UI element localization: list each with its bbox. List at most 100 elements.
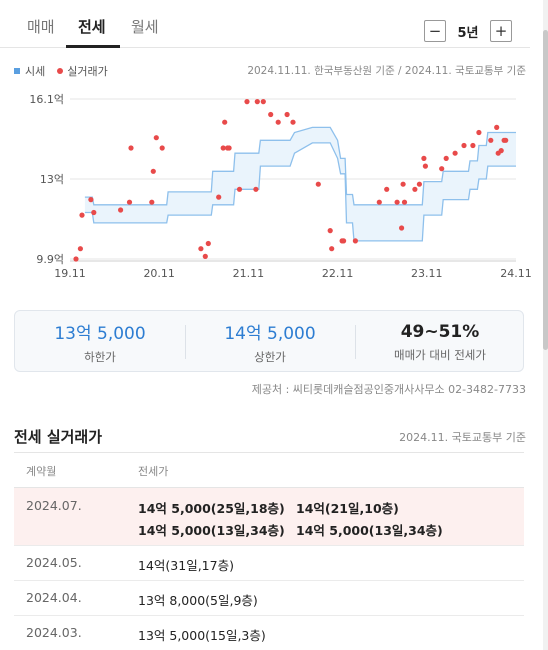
x-tick-label: 21.11 — [233, 267, 265, 280]
deal-point — [498, 148, 504, 154]
table-header: 계약월 전세가 — [14, 452, 524, 488]
deal-point — [244, 99, 250, 105]
market-lower-line — [84, 142, 516, 242]
summary-jeonse-ratio: 49~51% 매매가 대비 전세가 — [355, 311, 525, 373]
contract-month: 2024.07. — [26, 498, 82, 513]
deal-point — [384, 186, 390, 192]
x-tick-label: 19.11 — [54, 267, 86, 280]
deal-point — [236, 186, 243, 192]
column-header-jeonse-price: 전세가 — [138, 465, 169, 478]
market-upper-line — [84, 126, 516, 206]
deal-point — [128, 145, 134, 151]
section-title: 전세 실거래가 — [14, 428, 103, 446]
deal-entry: 14억 5,000(13일,34층) — [296, 523, 443, 538]
deal-point — [216, 194, 222, 200]
contract-month: 2024.04. — [26, 590, 82, 605]
upper-price-value: 14억 5,000 — [224, 324, 316, 344]
y-tick-label: 13억 — [40, 173, 64, 186]
deal-point — [220, 145, 226, 151]
table-row: 2024.05. 14억(31일,17층) — [14, 546, 524, 581]
deal-point — [126, 199, 133, 205]
deal-point — [399, 225, 405, 231]
upper-price-label: 상한가 — [254, 350, 286, 364]
scrollbar-thumb[interactable] — [543, 30, 548, 350]
tab-monthly-rent[interactable]: 월세 — [131, 18, 159, 36]
deal-point — [394, 199, 400, 205]
table-row: 2024.07. 14억 5,000(25일,18층) 14억(21일,10층)… — [14, 488, 524, 546]
deal-point — [327, 228, 333, 234]
deal-point — [91, 209, 97, 216]
deal-point — [226, 145, 232, 151]
deal-point — [198, 246, 204, 252]
deal-entry: 13억 5,000(15일,3층) — [138, 628, 266, 643]
price-summary-box: 13억 5,000 하한가 14억 5,000 상한가 49~51% 매매가 대… — [14, 310, 524, 372]
deal-point — [118, 207, 124, 213]
deal-point — [341, 238, 347, 244]
deal-entry: 13억 8,000(5일,9층) — [138, 593, 258, 608]
lower-price-value: 13억 5,000 — [54, 324, 146, 344]
jeonse-ratio-label: 매매가 대비 전세가 — [394, 347, 486, 362]
x-tick-label: 20.11 — [143, 267, 175, 280]
deal-point — [150, 168, 156, 174]
deal-point — [412, 186, 418, 192]
deal-point — [470, 142, 476, 149]
table-row: 2024.04. 13억 8,000(5일,9층) — [14, 581, 524, 616]
legend-deal-price: 실거래가 — [67, 65, 108, 78]
deal-entry: 14억 5,000(13일,34층) — [138, 523, 285, 538]
period-label: 5년 — [457, 25, 479, 41]
active-tab-indicator — [66, 45, 120, 48]
deal-point — [416, 181, 422, 187]
deal-entry: 14억(21일,10층) — [296, 501, 399, 516]
scrollbar-track[interactable] — [543, 0, 548, 650]
deal-point — [268, 111, 274, 118]
deal-point — [77, 246, 83, 252]
deal-point — [443, 155, 449, 161]
deal-point — [88, 197, 94, 203]
deal-point — [376, 199, 382, 205]
period-increase-button[interactable]: + — [490, 20, 512, 42]
deal-point — [488, 137, 494, 143]
market-price-band — [84, 127, 517, 241]
deal-point — [503, 137, 509, 143]
tab-jeonse[interactable]: 전세 — [78, 18, 106, 36]
deal-point — [476, 129, 482, 136]
tab-sale[interactable]: 매매 — [27, 18, 55, 36]
summary-lower-price: 13억 5,000 하한가 — [15, 311, 185, 373]
deal-point — [439, 166, 445, 172]
jeonse-ratio-value: 49~51% — [400, 321, 480, 342]
x-tick-label: 23.11 — [411, 267, 443, 280]
deal-point — [315, 181, 321, 187]
data-provider-note: 제공처 : 씨티롯데캐슬점공인중개사사무소 02-3482-7733 — [251, 383, 526, 396]
deal-legend-swatch — [57, 68, 64, 74]
chart-source-note: 2024.11.11. 한국부동산원 기준 / 2024.11. 국토교통부 기… — [247, 65, 526, 77]
deal-point — [153, 135, 159, 141]
deal-point — [452, 150, 458, 156]
deal-point — [159, 145, 165, 151]
chart-legend: 시세 실거래가 — [14, 63, 108, 79]
deal-point — [421, 155, 427, 161]
lower-price-label: 하한가 — [84, 350, 116, 364]
x-tick-label: 24.11 — [500, 267, 532, 280]
period-decrease-button[interactable]: − — [424, 20, 446, 42]
deal-point — [329, 246, 335, 252]
market-price-legend-swatch — [14, 68, 20, 74]
period-selector: − 5년 + — [424, 18, 512, 44]
deal-entry: 14억 5,000(25일,18층) — [138, 501, 285, 516]
deal-point — [461, 142, 467, 149]
deal-point — [260, 99, 266, 105]
deal-point — [79, 212, 85, 218]
y-tick-label: 16.1억 — [29, 93, 64, 106]
tab-bar: 매매 전세 월세 − 5년 + — [0, 0, 530, 48]
deal-point — [494, 124, 500, 130]
deal-point — [149, 199, 155, 205]
deal-point — [222, 119, 228, 125]
deal-point — [205, 240, 211, 247]
deal-point — [284, 111, 290, 118]
deal-point — [254, 99, 260, 105]
summary-divider — [355, 325, 356, 359]
summary-upper-price: 14억 5,000 상한가 — [185, 311, 355, 373]
contract-month: 2024.03. — [26, 625, 82, 640]
summary-divider — [185, 325, 186, 359]
deal-point — [352, 238, 358, 244]
